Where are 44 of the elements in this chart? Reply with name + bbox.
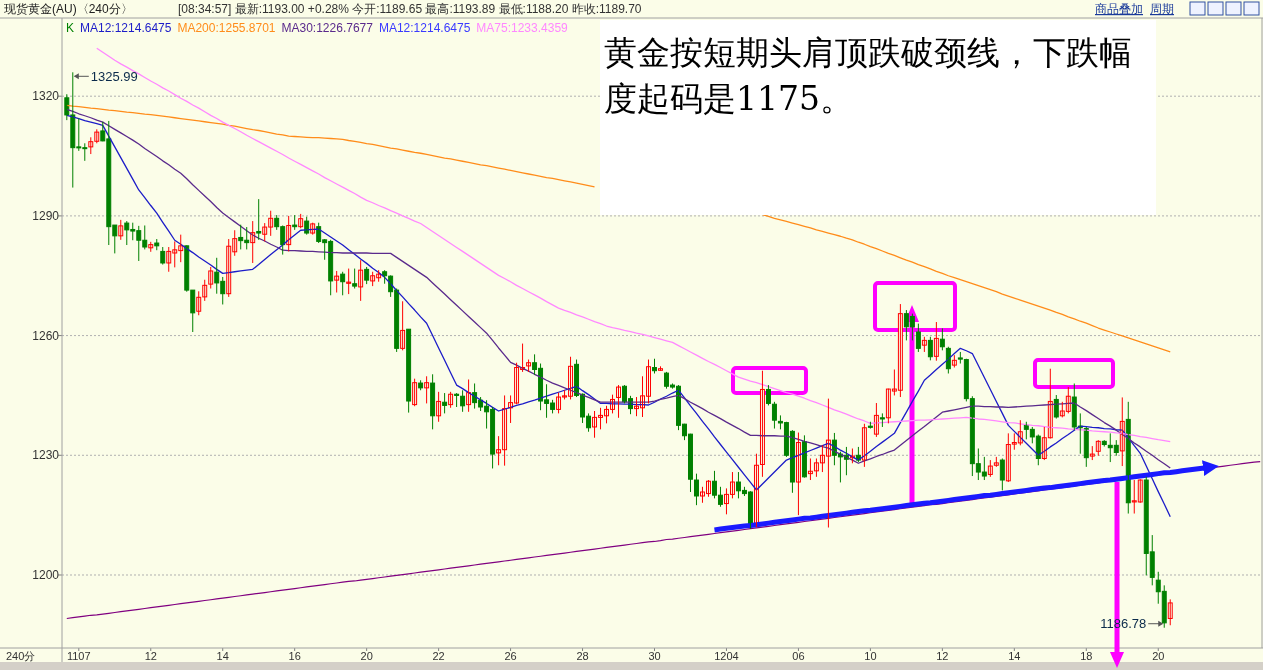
x-tick-label: 06 bbox=[792, 650, 805, 662]
x-tick-label: 12 bbox=[144, 650, 157, 662]
x-tick-label: 26 bbox=[504, 650, 517, 662]
x-tick-label: 1204 bbox=[714, 650, 739, 662]
x-tick-label: 20 bbox=[360, 650, 373, 662]
y-tick-label: 1320 bbox=[32, 89, 60, 104]
y-tick-label: 1290 bbox=[32, 208, 60, 223]
text: K bbox=[66, 21, 75, 35]
text: MA200:1255.8701 bbox=[177, 21, 276, 35]
x-tick-label: 14 bbox=[1008, 650, 1021, 662]
text: 周期 bbox=[1150, 2, 1174, 16]
candlestick bbox=[879, 412, 885, 428]
x-tick-label: 16 bbox=[288, 650, 301, 662]
x-tick-label: 22 bbox=[432, 650, 445, 662]
candlestick bbox=[424, 375, 430, 404]
y-tick-label: 1260 bbox=[32, 328, 60, 343]
candlestick bbox=[346, 268, 352, 295]
candlestick bbox=[334, 270, 340, 293]
x-tick-label: 20 bbox=[1152, 650, 1165, 662]
x-axis-title: 240分 bbox=[6, 650, 36, 662]
text: 商品叠加 bbox=[1095, 2, 1143, 16]
candlestick bbox=[526, 359, 532, 373]
annotation: MA12:1214.6475 bbox=[378, 21, 471, 35]
candlestick bbox=[256, 198, 262, 241]
x-tick-label: 1107 bbox=[66, 650, 91, 662]
x-tick-label: 10 bbox=[864, 650, 877, 662]
x-tick-label: 12 bbox=[936, 650, 949, 662]
candlestick bbox=[292, 214, 298, 231]
text: [08:34:57] 最新:1193.00 +0.28% 今开:1189.65 最高:1193.89 最低:1188.20 昨收:1189.70 bbox=[178, 2, 642, 16]
candlestick bbox=[418, 379, 424, 391]
candlestick bbox=[352, 268, 358, 290]
x-tick-label: 28 bbox=[576, 650, 589, 662]
y-tick-label: 1230 bbox=[32, 448, 60, 463]
chart-title: 现货黄金(AU)〈240分〉 bbox=[4, 2, 133, 16]
text: MA12:1214.6475 bbox=[80, 21, 172, 35]
x-tick-label: 18 bbox=[1080, 650, 1093, 662]
annotation: 1325.99 bbox=[90, 69, 138, 85]
text: MA75:1233.4359 bbox=[476, 21, 569, 35]
candlestick bbox=[658, 365, 663, 372]
x-tick-label: 14 bbox=[216, 650, 229, 662]
text: MA30:1226.7677 bbox=[281, 21, 374, 35]
candlestick bbox=[1089, 445, 1095, 461]
x-tick-label: 30 bbox=[648, 650, 661, 662]
y-tick-label: 1200 bbox=[32, 567, 60, 582]
